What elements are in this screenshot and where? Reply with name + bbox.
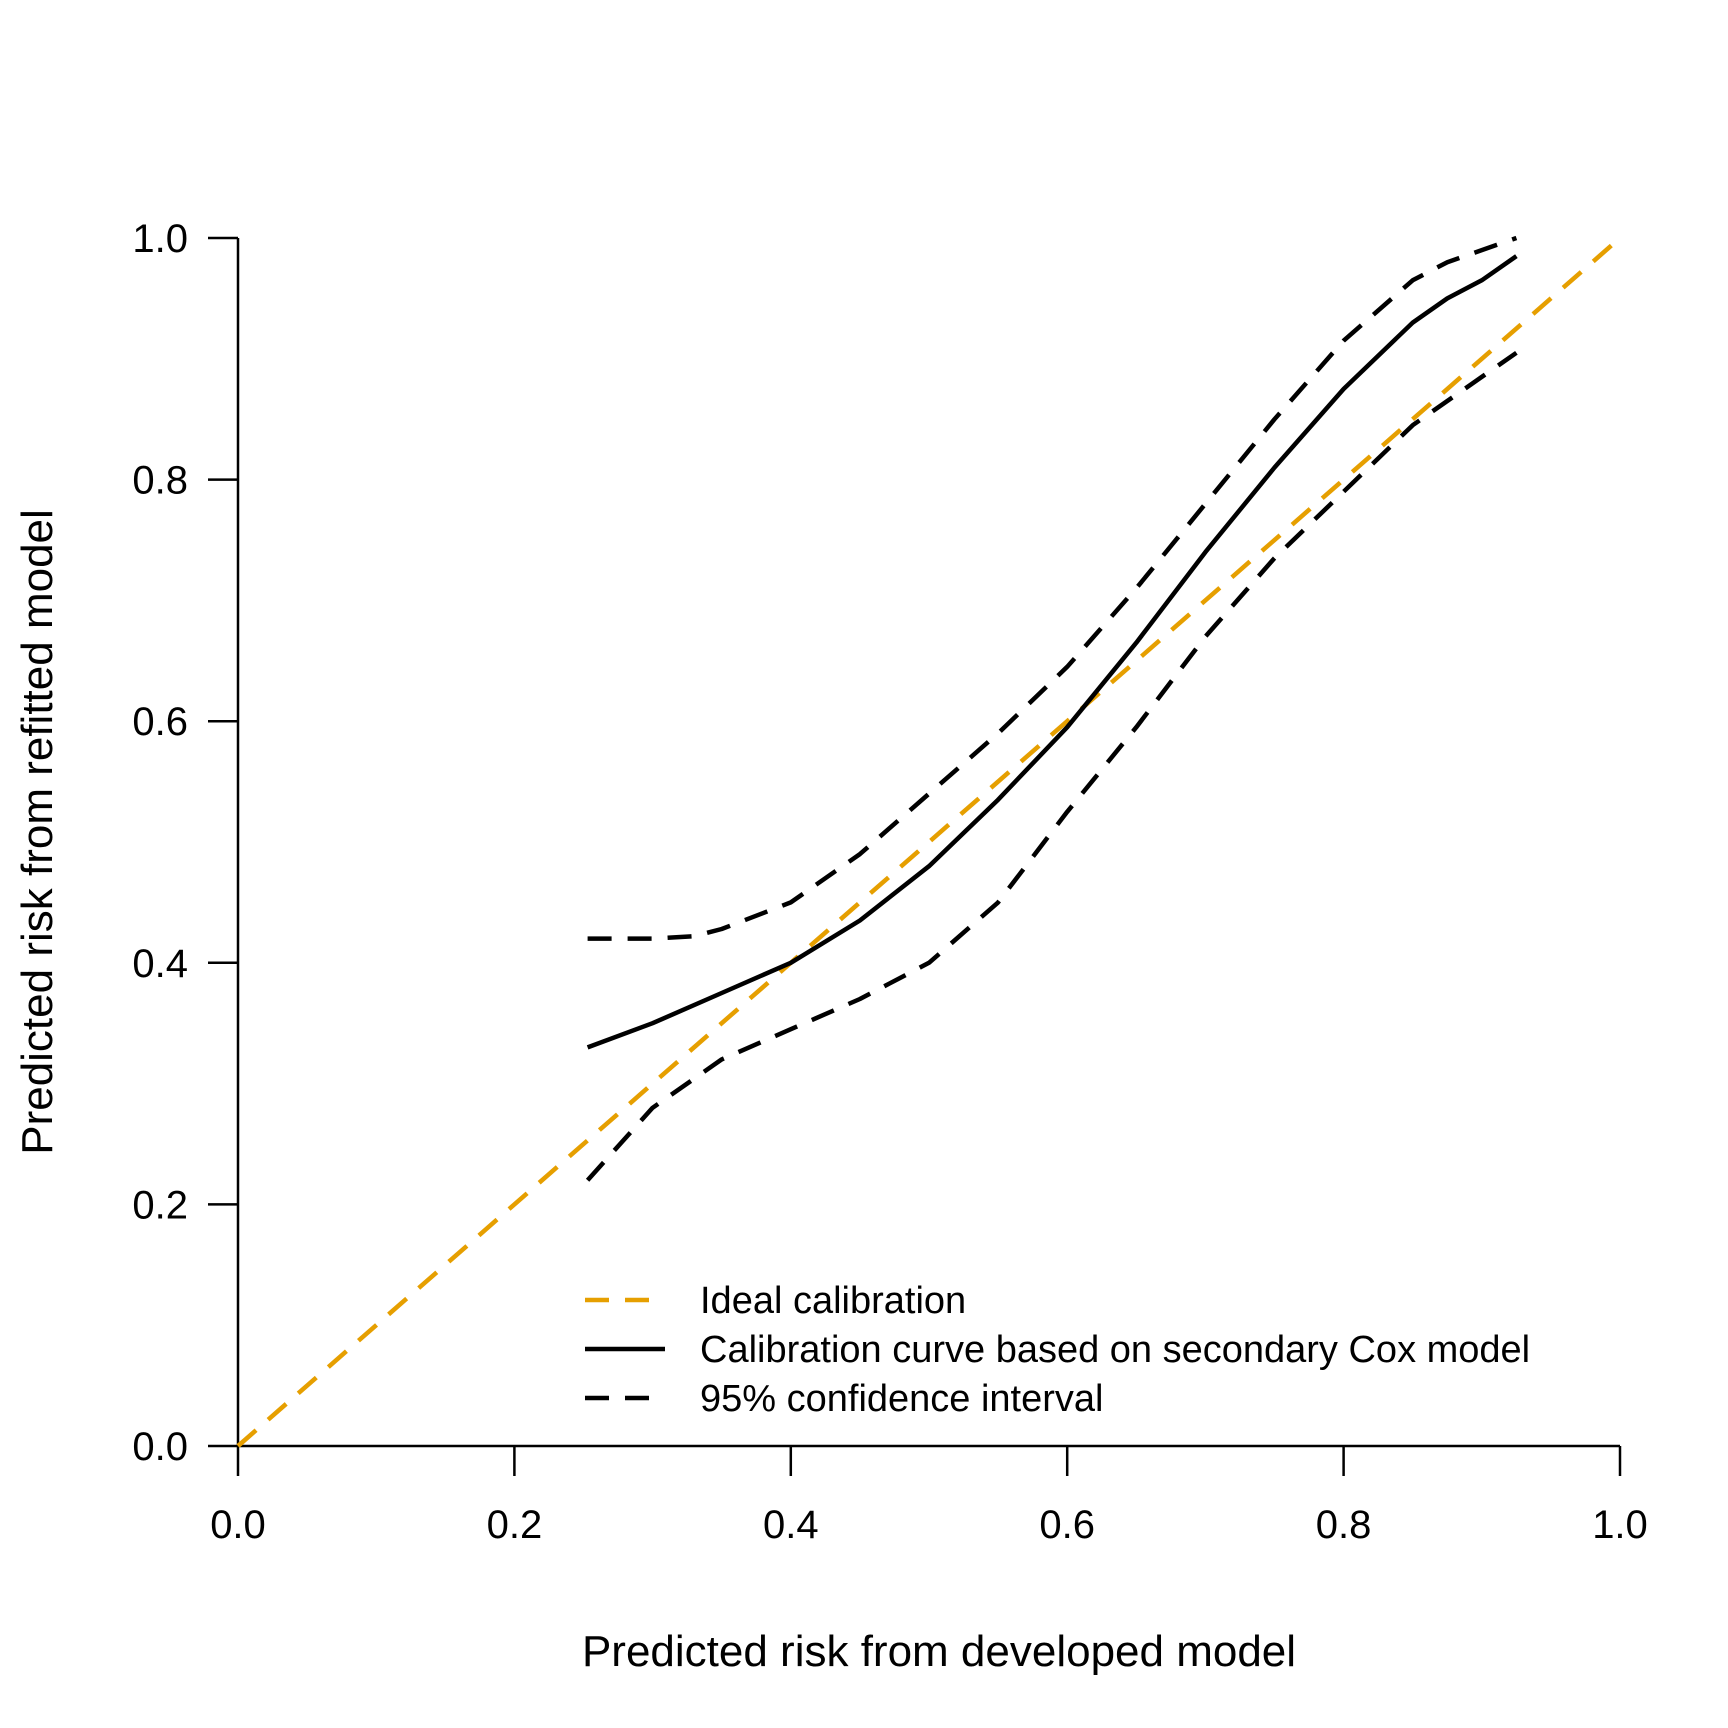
ideal-calibration-line — [236, 236, 1622, 1448]
x-tick-label: 0.2 — [487, 1503, 543, 1547]
y-axis-label: Predicted risk from refitted model — [13, 509, 62, 1155]
y-tick-label: 0.0 — [132, 1425, 188, 1469]
x-tick-label: 0.8 — [1316, 1503, 1372, 1547]
ci-upper-line — [587, 235, 1518, 941]
calibration-curve-line — [586, 254, 1518, 1050]
x-tick-label: 0.0 — [210, 1503, 266, 1547]
axes: 0.0 0.2 0.4 0.6 0.8 1.0 0.0 0.2 0.4 0.6 0.8 1.0 — [132, 217, 1647, 1547]
legend-label: Calibration curve based on secondary Cox… — [700, 1329, 1530, 1371]
y-tick-label: 0.6 — [132, 700, 188, 744]
y-tick-label: 0.8 — [132, 459, 188, 503]
y-tick-label: 0.4 — [132, 942, 188, 986]
legend-label: Ideal calibration — [700, 1280, 966, 1322]
y-tick-label: 1.0 — [132, 217, 188, 261]
ci-lower-line — [585, 350, 1518, 1182]
y-tick-label: 0.2 — [132, 1183, 188, 1227]
legend-label: 95% confidence interval — [700, 1378, 1103, 1420]
plot-lines — [236, 235, 1622, 1448]
x-axis-label: Predicted risk from developed model — [582, 1627, 1296, 1676]
x-tick-label: 0.6 — [1039, 1503, 1095, 1547]
x-tick-label: 1.0 — [1592, 1503, 1648, 1547]
x-tick-label: 0.4 — [763, 1503, 819, 1547]
legend: Ideal calibration Calibration curve based… — [585, 1280, 1530, 1420]
